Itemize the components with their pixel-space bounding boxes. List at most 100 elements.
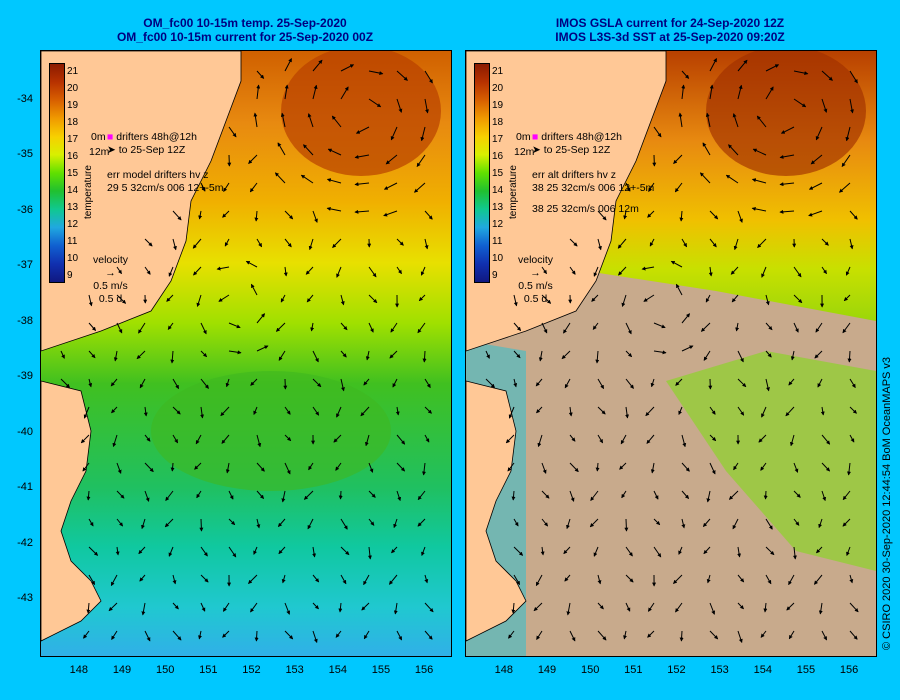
current-arrow: [625, 182, 631, 192]
current-arrow: [364, 434, 370, 447]
warm-eddy: [706, 51, 866, 176]
current-arrow: [83, 630, 90, 639]
current-arrow: [193, 266, 202, 276]
current-arrow: [420, 266, 426, 276]
colorbar: [49, 63, 65, 283]
current-arrow: [675, 283, 683, 296]
current-arrow: [139, 378, 146, 389]
current-arrow: [195, 434, 202, 445]
err-line2: 29 5 32cm/s 006 12+-5m: [107, 182, 224, 194]
current-arrow: [650, 462, 655, 474]
current-arrow: [312, 84, 318, 100]
current-arrow: [393, 602, 398, 615]
error-legend: err alt drifters hv z 38 25 32cm/s 006 1…: [532, 169, 654, 216]
tasmania: [41, 380, 102, 642]
current-arrow: [360, 406, 370, 417]
current-arrow: [513, 546, 524, 556]
colorbar-tick: 15: [67, 168, 79, 179]
lon-tick: 155: [371, 664, 391, 676]
current-arrow: [681, 345, 694, 352]
current-arrow: [141, 602, 146, 616]
current-arrow: [849, 630, 858, 640]
current-arrow: [284, 58, 292, 72]
current-arrow: [821, 98, 828, 113]
current-arrow: [765, 86, 774, 100]
current-arrow: [756, 115, 767, 128]
current-arrow: [597, 574, 602, 585]
current-arrow: [786, 602, 795, 611]
current-arrow: [847, 350, 852, 363]
current-arrow: [681, 238, 688, 248]
current-arrow: [725, 174, 739, 184]
current-arrow: [228, 546, 237, 558]
current-arrow: [597, 378, 605, 390]
current-arrow: [563, 322, 571, 334]
current-arrow: [597, 602, 604, 610]
right-title-line1: IMOS GSLA current for 24-Sep-2020 12Z: [555, 16, 785, 30]
sst-observed-patch: [666, 351, 876, 571]
lon-tick: 148: [69, 664, 88, 676]
err-line3: 38 25 32cm/s 006 12m: [532, 203, 639, 215]
current-arrow: [355, 126, 370, 134]
current-arrow: [678, 546, 683, 555]
current-arrow: [277, 518, 286, 528]
current-arrow: [647, 210, 655, 218]
current-arrow: [818, 518, 823, 529]
current-arrow: [513, 378, 518, 388]
current-arrow: [845, 126, 851, 142]
velocity-legend: velocity → 0.5 m/s 0.5 d: [518, 254, 554, 305]
australia-mainland: [41, 51, 242, 352]
current-arrow: [256, 313, 266, 324]
current-arrow: [340, 574, 347, 585]
current-arrow: [141, 518, 146, 530]
current-arrow: [228, 490, 234, 500]
colorbar-tick: 12: [67, 219, 79, 230]
current-arrow: [312, 574, 320, 583]
tasmania: [466, 380, 527, 642]
current-arrow: [116, 518, 124, 527]
current-arrow: [821, 434, 831, 445]
colorbar-tick: 9: [492, 270, 498, 281]
colorbar-tick: 19: [492, 100, 504, 111]
current-arrow: [284, 630, 294, 640]
current-arrow: [817, 378, 823, 388]
current-arrow: [222, 630, 230, 638]
lat-tick: -41: [17, 481, 33, 494]
current-arrow: [641, 266, 655, 271]
left-map-svg: [41, 51, 451, 656]
current-arrow: [788, 574, 795, 586]
current-arrow: [305, 266, 314, 275]
current-arrow: [533, 602, 543, 612]
lon-tick: 149: [112, 664, 132, 676]
current-arrow: [332, 238, 342, 248]
current-arrow: [541, 266, 547, 275]
current-arrow: [88, 574, 96, 586]
current-arrow: [821, 462, 831, 472]
current-arrow: [338, 602, 343, 613]
current-arrow: [705, 294, 711, 303]
current-arrow: [788, 630, 795, 640]
current-arrow: [709, 238, 717, 248]
current-arrow: [363, 574, 370, 586]
current-arrow: [278, 546, 286, 555]
current-arrow: [763, 602, 768, 613]
current-arrow: [816, 546, 823, 554]
colorbar-tick: 20: [492, 83, 504, 94]
current-arrow: [421, 546, 426, 557]
current-arrow: [751, 178, 767, 184]
current-arrow: [340, 546, 350, 556]
left-map-panel: 21 20 19 18 17 16 15 14 13 12 11 10 9 temperature 0m…: [40, 50, 452, 657]
colorbar-tick: 11: [492, 236, 503, 247]
current-arrow: [60, 378, 70, 388]
current-arrow: [256, 84, 261, 100]
current-arrow: [335, 630, 342, 638]
colorbar-tick: 13: [492, 202, 504, 213]
colorbar-tick: 19: [67, 100, 79, 111]
current-arrow: [165, 490, 174, 502]
current-arrow: [312, 210, 318, 223]
current-arrow: [383, 182, 398, 190]
lon-tick: 150: [580, 664, 600, 676]
current-arrow: [196, 490, 202, 499]
current-arrow: [420, 126, 426, 142]
current-arrow: [763, 490, 768, 500]
